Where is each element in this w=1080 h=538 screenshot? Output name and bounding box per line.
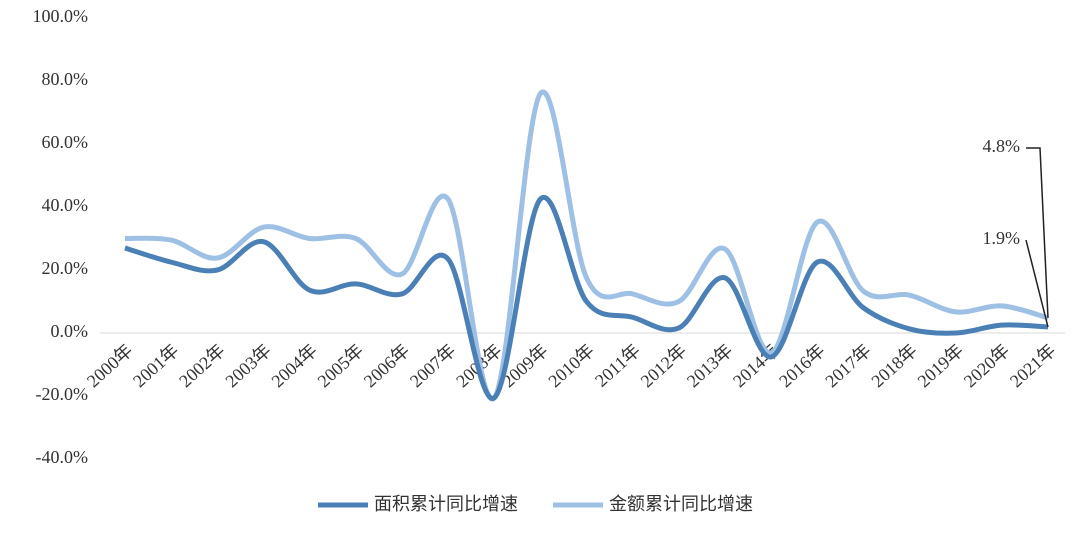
data-label: 4.8%: [983, 136, 1021, 156]
x-tick-label: 2016年: [775, 340, 829, 391]
legend-label: 面积累计同比增速: [374, 494, 518, 515]
x-tick-label: 2011年: [591, 340, 644, 391]
y-tick-label: 80.0%: [42, 69, 89, 89]
x-tick-label: 2002年: [175, 340, 229, 391]
y-tick-label: 100.0%: [33, 6, 89, 26]
y-tick-label: 20.0%: [42, 258, 89, 278]
x-tick-label: 2003年: [221, 340, 275, 391]
x-tick-label: 2006年: [360, 340, 414, 391]
x-tick-label: 2004年: [268, 340, 322, 391]
leader-line: [1025, 239, 1049, 328]
series-line: [124, 89, 1049, 402]
x-tick-label: 2010年: [544, 340, 598, 391]
data-label: 1.9%: [983, 228, 1021, 248]
x-tick-label: 2012年: [637, 340, 691, 391]
x-tick-label: 2017年: [821, 340, 875, 391]
legend-label: 金额累计同比增速: [609, 494, 753, 515]
x-tick-label: 2018年: [867, 340, 921, 391]
y-tick-label: 0.0%: [51, 321, 89, 341]
series-line: [124, 194, 1049, 401]
x-tick-label: 2000年: [83, 340, 137, 391]
x-tick-label: 2007年: [406, 340, 460, 391]
x-tick-label: 2021年: [1006, 340, 1060, 391]
y-tick-label: -20.0%: [36, 384, 89, 404]
y-tick-label: -40.0%: [36, 447, 89, 467]
x-tick-label: 2001年: [129, 340, 183, 391]
leader-line: [1026, 147, 1049, 318]
x-tick-label: 2019年: [914, 340, 968, 391]
x-tick-label: 2005年: [314, 340, 368, 391]
x-tick-label: 2013年: [683, 340, 737, 391]
x-tick-label: 2020年: [960, 340, 1014, 391]
y-tick-label: 40.0%: [42, 195, 89, 215]
y-tick-label: 60.0%: [42, 132, 89, 152]
